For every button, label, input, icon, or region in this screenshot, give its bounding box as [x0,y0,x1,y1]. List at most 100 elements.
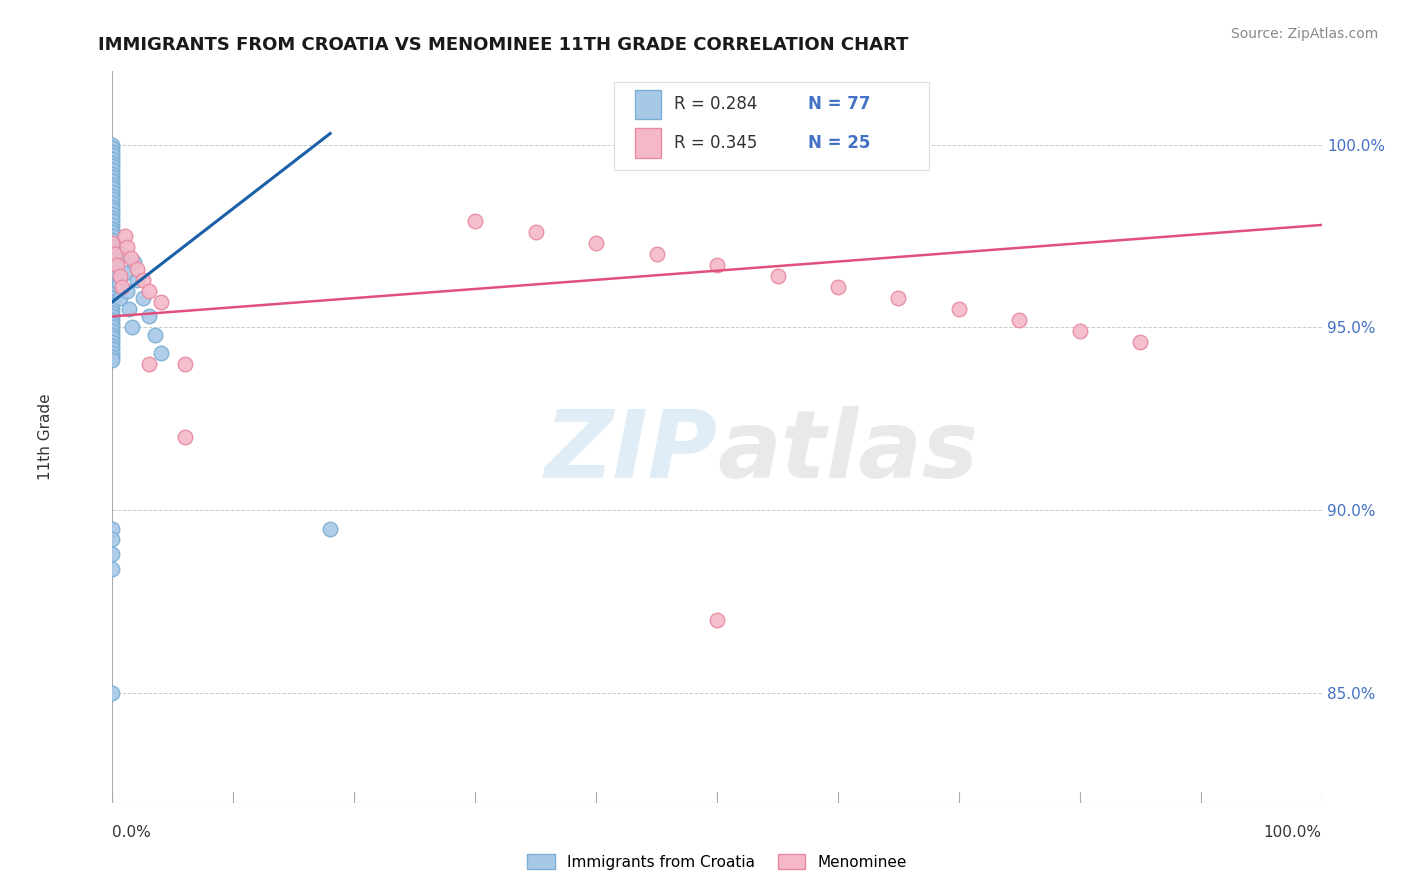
Point [101,155,124,169]
Point [645,247,668,261]
Point [101,310,124,324]
Point [101,178,124,192]
Point [1069,324,1091,338]
Point [101,269,124,284]
Text: 0.0%: 0.0% [112,825,152,839]
Point [827,280,849,294]
Point [101,521,124,535]
Point [104,247,127,261]
Text: N = 77: N = 77 [807,95,870,113]
Point [101,686,124,700]
Point [101,261,124,276]
Point [101,350,124,364]
Point [101,533,124,547]
Point [125,273,148,287]
Point [1008,313,1031,327]
Point [114,228,136,243]
Point [101,152,124,166]
Point [101,313,124,327]
Point [101,324,124,338]
Text: 100.0%: 100.0% [1264,825,1322,839]
Point [585,236,607,251]
Point [101,327,124,342]
Point [108,291,131,305]
Point [118,301,141,317]
Bar [636,128,661,158]
Point [101,258,124,272]
Point [101,265,124,279]
Point [138,284,160,298]
Point [101,193,124,207]
Point [115,284,138,298]
Point [101,236,124,251]
Point [101,306,124,320]
Point [101,331,124,345]
Point [101,277,124,291]
Point [706,613,728,627]
Point [101,148,124,162]
Point [101,137,124,152]
Point [101,211,124,225]
Point [138,357,160,371]
Point [101,301,124,317]
Point [101,196,124,211]
Text: atlas: atlas [717,406,979,498]
Point [101,185,124,199]
Point [104,244,127,258]
Point [524,225,547,239]
Point [101,174,124,188]
Point [101,547,124,561]
Point [1129,334,1152,349]
Point [101,247,124,261]
Point [101,218,124,232]
Point [108,269,131,284]
Point [101,294,124,309]
Point [107,277,129,291]
Text: ZIP: ZIP [544,406,717,498]
Point [101,343,124,357]
Point [132,291,155,305]
Point [121,320,143,334]
Point [101,167,124,181]
Point [101,287,124,301]
Point [101,346,124,360]
Text: N = 25: N = 25 [807,134,870,152]
Point [464,214,486,228]
Point [887,291,910,305]
Point [101,353,124,368]
Point [101,273,124,287]
Point [101,280,124,294]
Legend: Immigrants from Croatia, Menominee: Immigrants from Croatia, Menominee [522,847,912,876]
Point [101,163,124,178]
Point [120,251,142,265]
Point [101,141,124,155]
Point [101,284,124,298]
Point [101,160,124,174]
Text: Source: ZipAtlas.com: Source: ZipAtlas.com [1230,27,1378,41]
Point [101,181,124,195]
Point [319,521,342,535]
Text: IMMIGRANTS FROM CROATIA VS MENOMINEE 11TH GRADE CORRELATION CHART: IMMIGRANTS FROM CROATIA VS MENOMINEE 11T… [98,36,908,54]
Point [111,247,134,261]
Point [101,188,124,202]
Point [101,240,124,254]
Point [101,251,124,265]
Point [138,310,160,324]
Point [101,320,124,334]
Point [101,233,124,247]
Point [105,254,128,268]
Point [101,203,124,218]
Point [132,273,155,287]
Point [125,261,148,276]
Point [105,258,128,272]
Point [105,265,128,279]
Point [101,225,124,239]
FancyBboxPatch shape [614,82,929,170]
Point [122,254,145,268]
Point [948,301,970,317]
Point [101,562,124,576]
Point [766,269,789,284]
Point [101,334,124,349]
Point [101,214,124,228]
Point [101,170,124,185]
